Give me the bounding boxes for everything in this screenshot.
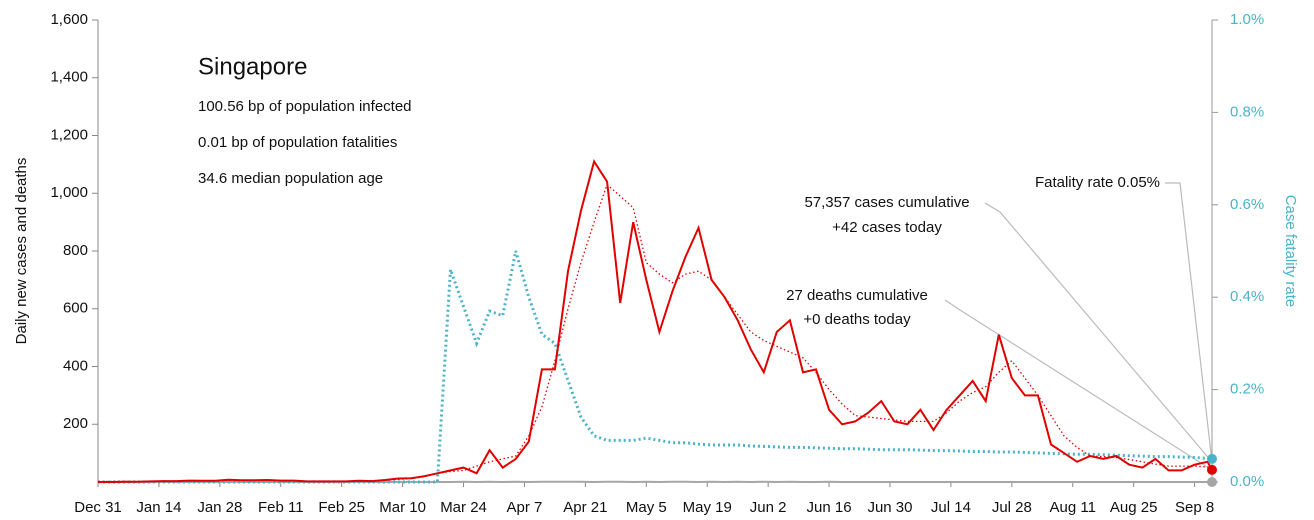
x-tick-label: Aug 25 bbox=[1110, 499, 1158, 516]
x-tick-label: May 19 bbox=[683, 499, 732, 516]
subtitle: 34.6 median population age bbox=[198, 170, 383, 187]
subtitle: 100.56 bp of population infected bbox=[198, 98, 412, 115]
x-tick-label: Jun 2 bbox=[750, 499, 787, 516]
y-tick-label: 600 bbox=[63, 300, 88, 317]
x-tick-label: Feb 25 bbox=[318, 499, 365, 516]
y-tick-label: 200 bbox=[63, 415, 88, 432]
x-tick-label: Apr 21 bbox=[563, 499, 607, 516]
chart-title: Singapore bbox=[198, 53, 307, 80]
series-line bbox=[98, 183, 1213, 483]
y-tick-label: 800 bbox=[63, 242, 88, 259]
y-tick-label: 1,600 bbox=[50, 11, 88, 28]
y-tick-label: 1,000 bbox=[50, 184, 88, 201]
end-dot bbox=[1207, 477, 1217, 487]
y2-tick-label: 0.2% bbox=[1230, 381, 1264, 398]
x-tick-label: Dec 31 bbox=[74, 499, 122, 516]
y2-tick-label: 1.0% bbox=[1230, 11, 1264, 28]
x-tick-label: Aug 11 bbox=[1050, 499, 1096, 516]
x-tick-label: Feb 11 bbox=[258, 499, 304, 516]
series-line bbox=[98, 250, 1213, 484]
y2-tick-label: 0.8% bbox=[1230, 103, 1264, 120]
y2-axis-label: Case fatality rate bbox=[1282, 195, 1299, 308]
subtitle: 0.01 bp of population fatalities bbox=[198, 134, 397, 151]
x-tick-label: Mar 24 bbox=[440, 499, 487, 516]
x-tick-label: Apr 7 bbox=[507, 499, 543, 516]
leader-lines bbox=[944, 182, 1213, 471]
end-dot bbox=[1207, 464, 1217, 475]
annotation: +0 deaths today bbox=[803, 311, 911, 328]
annotation: +42 cases today bbox=[832, 219, 942, 236]
annotation: 57,357 cases cumulative bbox=[804, 194, 969, 211]
x-tick-label: May 5 bbox=[626, 499, 667, 516]
x-tick-label: Jan 14 bbox=[136, 499, 181, 516]
x-tick-label: Jun 16 bbox=[807, 499, 852, 516]
y-tick-label: 400 bbox=[63, 357, 88, 374]
y2-tick-label: 0.0% bbox=[1230, 473, 1264, 490]
y2-tick-label: 0.4% bbox=[1230, 288, 1264, 305]
end-dot bbox=[1207, 453, 1217, 464]
annotation: 27 deaths cumulative bbox=[786, 287, 928, 304]
x-tick-label: Jan 28 bbox=[197, 499, 242, 516]
x-tick-label: Mar 10 bbox=[379, 499, 426, 516]
x-tick-label: Jun 30 bbox=[867, 499, 912, 516]
y-axis-label: Daily new cases and deaths bbox=[13, 158, 30, 345]
y2-tick-label: 0.6% bbox=[1230, 196, 1264, 213]
y-tick-label: 1,200 bbox=[50, 126, 88, 143]
series-line bbox=[98, 159, 1213, 483]
x-tick-label: Jul 28 bbox=[992, 499, 1032, 516]
annotation: Fatality rate 0.05% bbox=[1035, 174, 1160, 191]
y-tick-label: 1,400 bbox=[50, 69, 88, 86]
x-tick-label: Jul 14 bbox=[931, 499, 971, 516]
x-tick-label: Sep 8 bbox=[1175, 499, 1214, 516]
